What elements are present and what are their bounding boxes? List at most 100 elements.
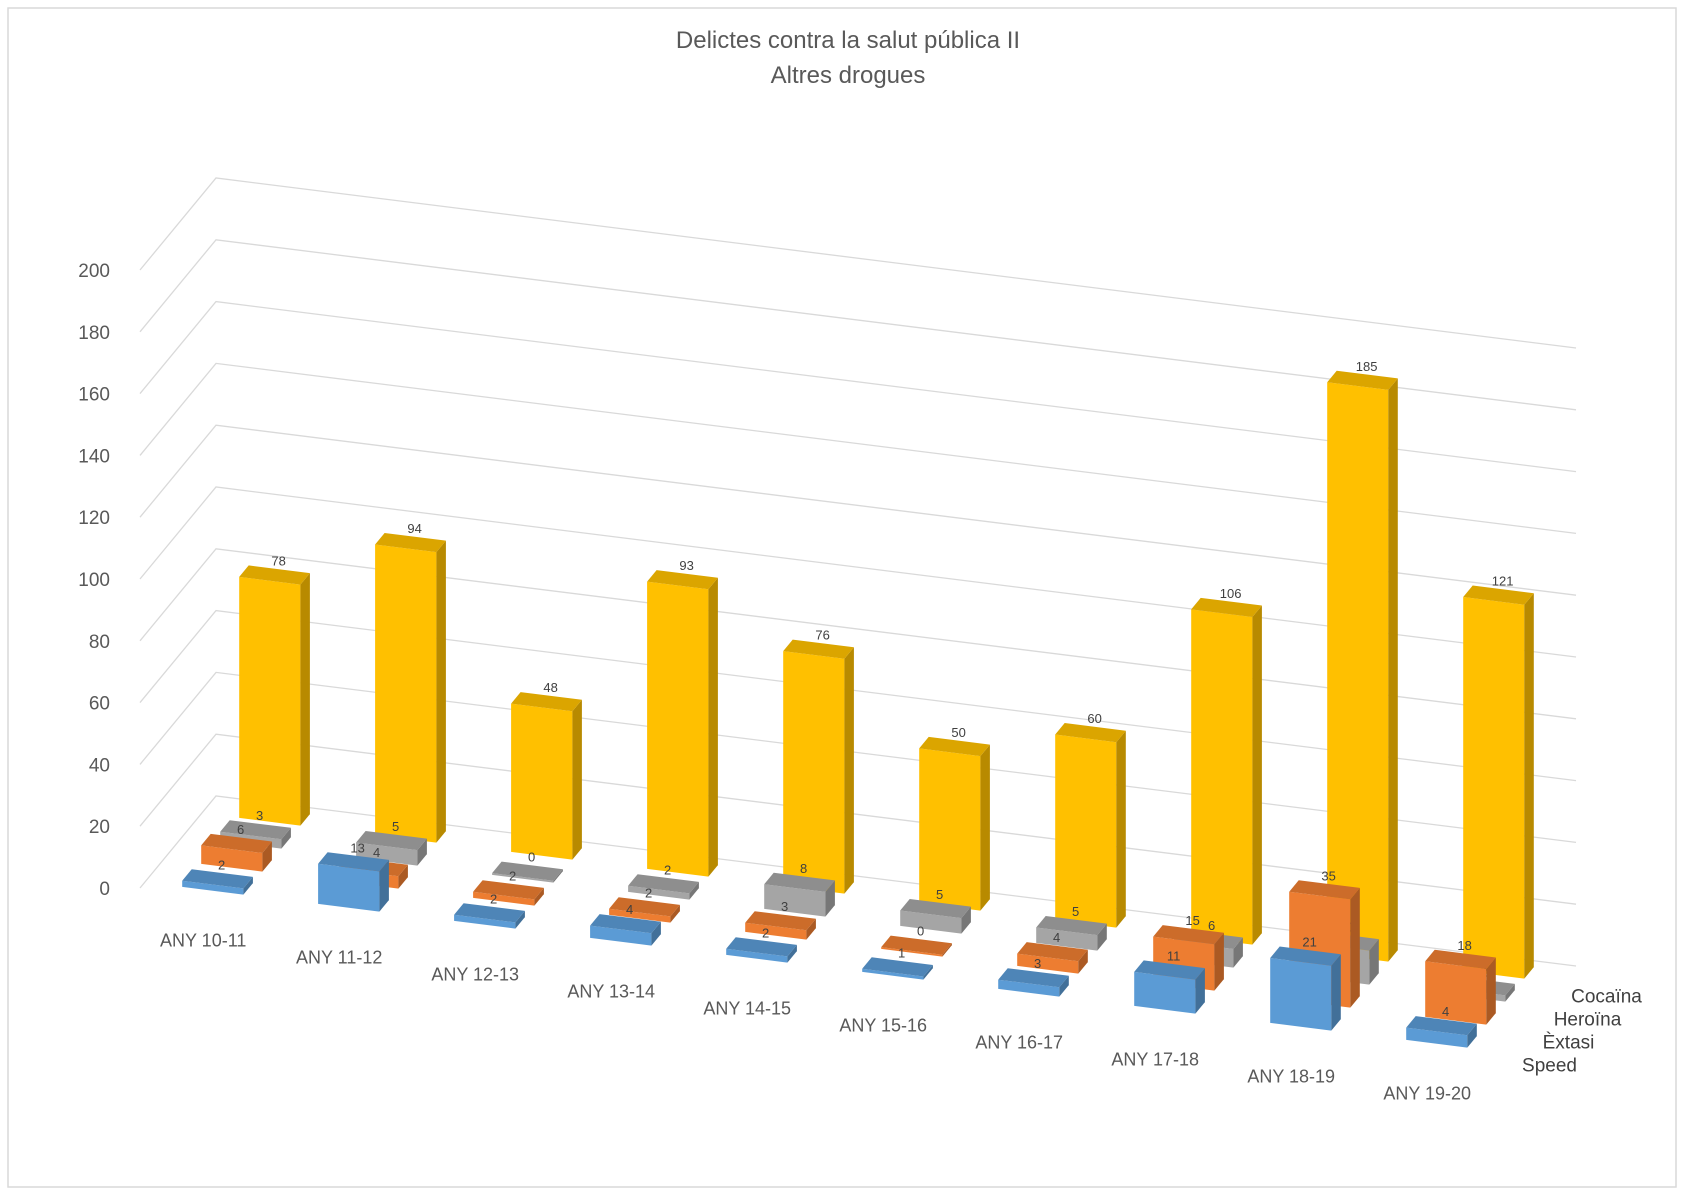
- bar-side: [1059, 975, 1069, 997]
- bar: 6: [201, 822, 272, 872]
- bar-side: [806, 918, 816, 940]
- bar-front: [1134, 971, 1196, 1014]
- x-tick-label: ANY 11-12: [296, 948, 382, 968]
- bar-side: [980, 744, 990, 911]
- bar-side: [379, 859, 389, 912]
- bar-side: [1486, 957, 1496, 1025]
- bar: 3: [745, 899, 816, 940]
- bar-side: [398, 864, 408, 889]
- y-tick-label: 100: [78, 570, 110, 591]
- bar-side: [844, 647, 854, 894]
- bar: 121: [1463, 574, 1534, 979]
- bar-top: [1425, 949, 1496, 969]
- bar-front: [492, 873, 554, 883]
- x-tick-label: ANY 13-14: [567, 982, 655, 1002]
- bar-side: [436, 540, 446, 843]
- bar-top: [356, 831, 427, 851]
- data-label: 5: [1072, 904, 1079, 919]
- bar: 2: [628, 862, 699, 900]
- y-tick-label: 0: [99, 879, 110, 900]
- gridline: [139, 424, 1577, 596]
- bar-front: [1327, 382, 1389, 962]
- bar-side: [1116, 730, 1126, 928]
- bar-top: [590, 914, 661, 934]
- bar-front: [1036, 927, 1098, 951]
- bar-top: [220, 820, 291, 840]
- data-label: 6: [1208, 918, 1215, 933]
- data-label: 106: [1220, 586, 1242, 601]
- bar: 2: [473, 868, 544, 906]
- data-label: 11: [1167, 949, 1181, 964]
- bar-top: [628, 874, 699, 894]
- x-tick-label: ANY 12-13: [431, 965, 519, 985]
- bar-top: [1327, 370, 1398, 390]
- bar-top: [1191, 597, 1262, 617]
- bar-front: [1463, 597, 1525, 979]
- bar-side: [1331, 954, 1341, 1031]
- data-label: 50: [951, 725, 965, 740]
- bar: 50: [919, 725, 990, 911]
- y-tick-label: 140: [78, 446, 110, 467]
- gridline: [139, 609, 1577, 782]
- bar: 93: [647, 558, 718, 877]
- x-tick-label: ANY 14-15: [703, 999, 791, 1019]
- y-tick-label: 40: [89, 755, 110, 776]
- bar-top: [726, 937, 797, 957]
- data-label: 3: [1034, 956, 1041, 971]
- data-label: 185: [1356, 359, 1378, 374]
- bar: 8: [764, 861, 835, 917]
- data-label: 48: [543, 680, 557, 695]
- y-tick-label: 160: [78, 385, 110, 406]
- bar-front: [628, 885, 690, 900]
- series-label: Èxtasi: [1543, 1033, 1595, 1054]
- bar-top: [454, 903, 525, 923]
- data-label: 6: [237, 822, 244, 837]
- data-label: 2: [762, 925, 769, 940]
- bar-side: [689, 881, 699, 900]
- gridline: [139, 486, 1577, 658]
- series-label: Speed: [1522, 1056, 1577, 1077]
- bar-top: [1289, 880, 1360, 900]
- bar-top: [1017, 942, 1088, 962]
- bar-side: [1078, 949, 1088, 974]
- data-label: 0: [528, 850, 535, 865]
- bar-top: [492, 861, 563, 881]
- data-label: 5: [392, 819, 399, 834]
- bar-side: [942, 943, 952, 957]
- y-tick-label: 180: [78, 323, 110, 344]
- bar: 1: [862, 945, 933, 980]
- bar: 60: [1055, 711, 1126, 928]
- bar-top: [881, 935, 952, 955]
- bar-front: [1425, 961, 1487, 1025]
- bar-front: [454, 914, 516, 929]
- bar-front: [590, 925, 652, 946]
- bar-front: [318, 863, 380, 912]
- gridline: [139, 362, 1577, 535]
- bar-top: [182, 869, 253, 889]
- y-tick-label: 200: [78, 261, 110, 282]
- bar-top: [1055, 723, 1126, 743]
- bar-side: [1505, 983, 1515, 1002]
- chart-title: Delictes contra la salut pública II: [676, 27, 1020, 54]
- data-label: 3: [781, 899, 788, 914]
- data-label: 2: [218, 857, 225, 872]
- x-tick-label: ANY 18-19: [1247, 1067, 1335, 1087]
- x-axis-labels: ANY 10-11 ANY 11-12 ANY 12-13 ANY 13-14 ANY …: [160, 931, 1471, 1104]
- bar-side: [1524, 593, 1534, 979]
- data-label: 3: [256, 808, 263, 823]
- bar-front: [726, 948, 788, 963]
- bar-front: [881, 947, 943, 957]
- bar-front: [783, 651, 845, 894]
- x-tick-label: ANY 15-16: [839, 1016, 927, 1036]
- bar-side: [670, 904, 680, 923]
- data-label: 13: [350, 840, 364, 855]
- bar: 3: [998, 956, 1069, 997]
- data-label: 4: [373, 845, 380, 860]
- gridline: [139, 239, 1577, 411]
- bar: 21: [1270, 935, 1341, 1031]
- data-label: 18: [1457, 938, 1471, 953]
- bar-top: [1036, 916, 1107, 936]
- bar-side: [1467, 1023, 1477, 1048]
- bar: 2: [182, 857, 253, 895]
- bar-side: [534, 887, 544, 906]
